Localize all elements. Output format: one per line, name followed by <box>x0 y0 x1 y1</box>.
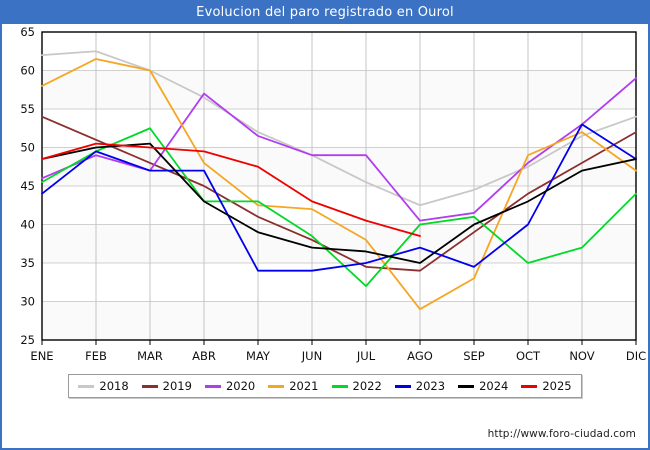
legend-item-label: 2018 <box>99 379 129 393</box>
legend-item-2021[interactable]: 2021 <box>268 379 319 393</box>
x-tick-label: NOV <box>569 349 594 363</box>
data-series-layer <box>41 50 637 311</box>
chart-plot-area: 25 30 35 40 45 50 55 60 65 ENE FEB MAR ABR MAY JUN JUL… <box>2 24 648 369</box>
legend-swatch-icon <box>458 384 475 388</box>
x-axis-tick-labels: ENE FEB MAR ABR MAY JUN JUL AGO SEP OCT NOV DIC <box>30 340 646 363</box>
legend-item-2023[interactable]: 2023 <box>394 379 446 393</box>
legend-item-2018[interactable]: 2018 <box>78 379 129 393</box>
series-line-2024 <box>41 142 637 264</box>
legend-item-label: 2024 <box>479 379 509 393</box>
legend-swatch-icon <box>204 384 221 388</box>
series-line-2022 <box>41 127 637 288</box>
legend-swatch-icon <box>394 384 411 388</box>
grid-band <box>42 224 636 263</box>
series-line-2019 <box>41 115 637 272</box>
y-axis-tick-labels: 25 30 35 40 45 50 55 60 65 <box>20 25 35 347</box>
grid-band <box>42 70 636 109</box>
x-tick-label: JUN <box>301 349 322 363</box>
y-tick-label: 30 <box>20 295 35 309</box>
x-tick-label: DIC <box>626 349 646 363</box>
series-line-2021 <box>41 58 637 311</box>
grid-band <box>42 301 636 340</box>
legend-item-label: 2021 <box>289 379 319 393</box>
plot-frame <box>41 31 637 341</box>
legend-item-2024[interactable]: 2024 <box>458 380 508 392</box>
series-line-2023 <box>41 123 637 272</box>
y-tick-label: 50 <box>20 141 35 155</box>
legend-item-2020[interactable]: 2020 <box>204 379 256 393</box>
legend-swatch-icon <box>331 384 348 388</box>
series-line-2018 <box>41 50 637 207</box>
legend-swatch-icon <box>78 384 95 388</box>
source-url: http://www.foro-ciudad.com <box>487 428 636 440</box>
x-tick-label: MAY <box>246 349 271 363</box>
legend-item-2022[interactable]: 2022 <box>331 379 382 393</box>
grid-lines <box>41 31 637 341</box>
line-chart: 25 30 35 40 45 50 55 60 65 ENE FEB MAR ABR MAY JUN JUL… <box>20 25 646 363</box>
legend-item-label: 2020 <box>225 379 256 393</box>
y-tick-label: 55 <box>20 102 35 116</box>
chart-legend: 2018 2019 2020 2021 2022 2023 2024 2025 <box>68 374 582 398</box>
x-tick-label: FEB <box>85 349 107 363</box>
y-tick-label: 40 <box>20 218 35 232</box>
y-tick-label: 35 <box>20 256 35 270</box>
y-tick-label: 65 <box>20 25 35 39</box>
plot-border <box>41 31 637 341</box>
legend-swatch-icon <box>268 384 285 388</box>
legend-item-label: 2019 <box>162 379 192 393</box>
window-title: Evolucion del paro registrado en Ourol <box>2 2 648 24</box>
y-tick-label: 60 <box>20 64 35 78</box>
legend-item-2025[interactable]: 2025 <box>521 379 572 393</box>
series-line-2025 <box>41 142 421 237</box>
grid-band <box>42 147 636 186</box>
legend-item-label: 2025 <box>542 379 572 393</box>
x-tick-label: ENE <box>30 349 53 363</box>
x-tick-label: AGO <box>407 349 433 363</box>
y-tick-label: 45 <box>20 179 35 193</box>
y-tick-label: 25 <box>20 333 35 347</box>
legend-swatch-icon <box>141 384 158 388</box>
legend-container: 2018 2019 2020 2021 2022 2023 2024 2025 <box>2 374 648 408</box>
x-tick-label: SEP <box>463 349 485 363</box>
legend-item-2019[interactable]: 2019 <box>141 379 192 393</box>
x-tick-label: ABR <box>192 349 216 363</box>
legend-item-label: 2023 <box>415 379 446 393</box>
legend-swatch-icon <box>521 384 538 388</box>
x-tick-label: OCT <box>516 349 541 363</box>
x-tick-label: MAR <box>137 349 163 363</box>
legend-item-label: 2022 <box>352 379 382 393</box>
x-tick-label: JUL <box>356 349 376 363</box>
